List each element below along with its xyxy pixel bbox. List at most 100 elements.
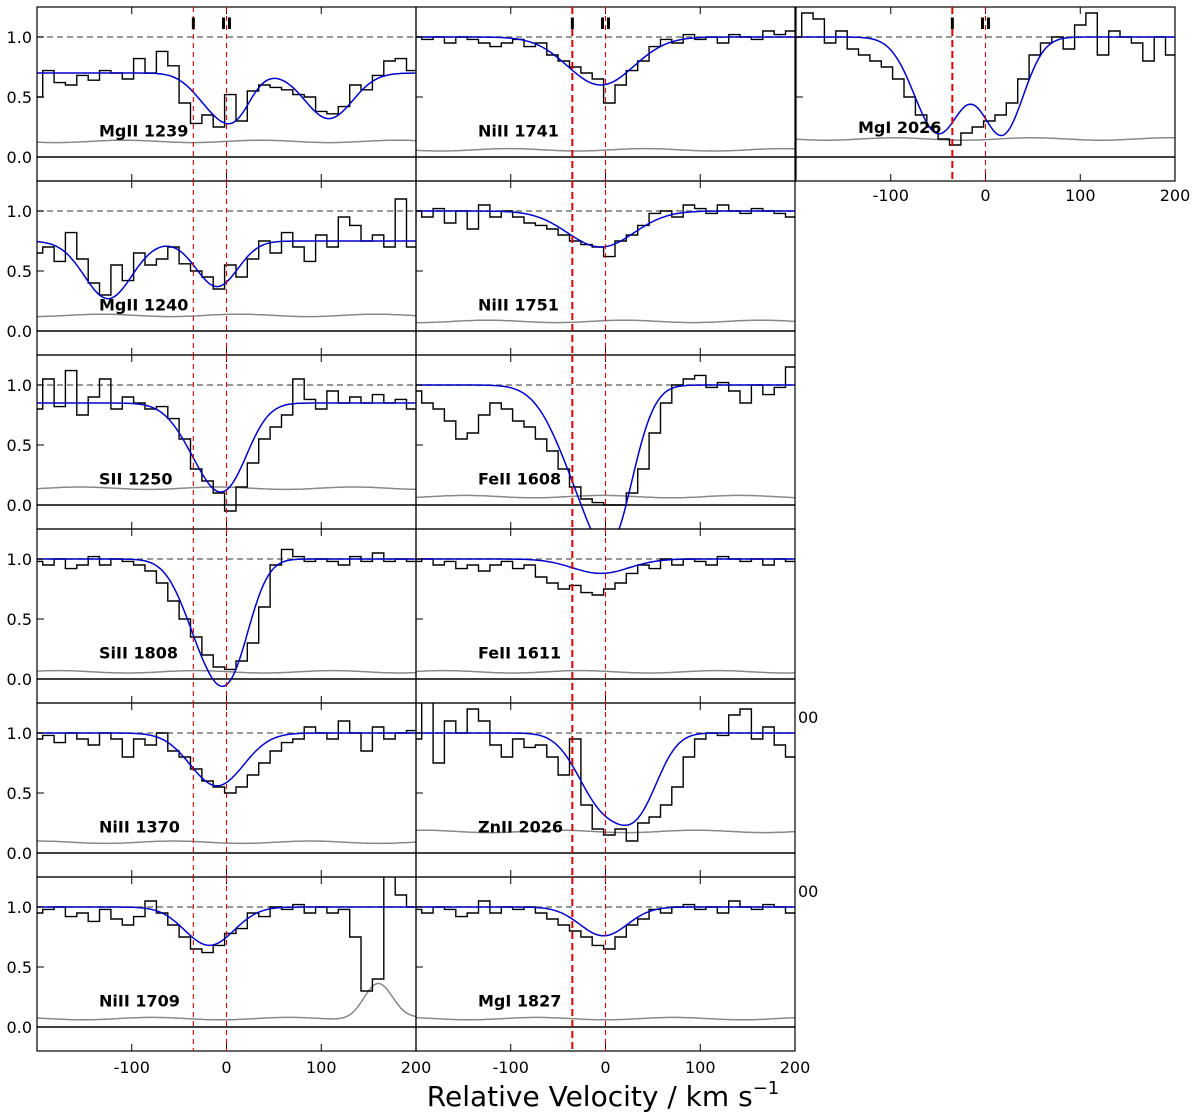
panel-species-label: FeII 1611 bbox=[478, 644, 561, 663]
panel-sii-1250: 0.0 0.5 1.0 SII 1250 bbox=[7, 354, 417, 530]
panel-species-label: MgI 1827 bbox=[478, 992, 561, 1011]
panel-plot-area bbox=[416, 204, 795, 332]
fit-curve bbox=[416, 732, 795, 827]
panel-species-label: NiII 1709 bbox=[99, 992, 180, 1011]
panel-species-label: NiII 1370 bbox=[99, 818, 180, 837]
x-axis-label-text: Relative Velocity / km s bbox=[427, 1080, 753, 1113]
y-tick-label: 0.0 bbox=[7, 670, 32, 689]
panel-species-label: SII 1250 bbox=[99, 470, 173, 489]
x-tick-label: -100 bbox=[873, 186, 909, 205]
panel-plot-area bbox=[37, 369, 416, 512]
flux-histogram bbox=[416, 703, 795, 842]
component-II-label: II bbox=[980, 14, 992, 33]
fit-curve bbox=[37, 906, 416, 947]
flux-histogram bbox=[37, 50, 416, 128]
fit-curve bbox=[416, 36, 795, 86]
y-tick-label: 1.0 bbox=[7, 898, 32, 917]
x-tick-label: 100 bbox=[1065, 186, 1096, 205]
x-tick-label: 200 bbox=[780, 1058, 811, 1077]
x-axis-label-superscript: −1 bbox=[753, 1078, 780, 1099]
error-spectrum bbox=[37, 982, 416, 1021]
error-spectrum bbox=[37, 840, 416, 845]
y-tick-label: 0.5 bbox=[7, 784, 32, 803]
flux-histogram bbox=[416, 30, 795, 104]
flux-histogram bbox=[37, 369, 416, 512]
flux-histogram bbox=[37, 548, 416, 671]
y-tick-label: 1.0 bbox=[7, 724, 32, 743]
x-tick-label: 200 bbox=[1160, 186, 1191, 205]
y-tick-label: 0.5 bbox=[7, 262, 32, 281]
panel-plot-area bbox=[416, 366, 795, 529]
x-tick-label: -100 bbox=[114, 1058, 150, 1077]
x-tick-label: 200 bbox=[401, 1058, 432, 1077]
error-spectrum bbox=[416, 147, 795, 152]
panel-species-label: ZnII 2026 bbox=[478, 818, 563, 837]
y-tick-label: 0.5 bbox=[7, 958, 32, 977]
y-tick-label: 0.5 bbox=[7, 610, 32, 629]
panel-siii-1808: 0.0 0.5 1.0 SiII 1808 bbox=[7, 528, 417, 704]
y-tick-label: 0.0 bbox=[7, 496, 32, 515]
panel-species-label: NiII 1751 bbox=[478, 296, 559, 315]
x-tick-label: 100 bbox=[685, 1058, 716, 1077]
flux-histogram bbox=[416, 900, 795, 950]
error-spectrum bbox=[37, 669, 416, 674]
panel-znii-2026: ZnII 2026 bbox=[415, 702, 796, 878]
y-tick-label: 0.5 bbox=[7, 436, 32, 455]
flux-histogram bbox=[37, 720, 416, 794]
y-tick-label: 1.0 bbox=[7, 28, 32, 47]
panel-mgi-1827: MgI 1827 bbox=[415, 876, 796, 1052]
panel-niii-1709: 0.0 0.5 1.0 NiII 1709 bbox=[7, 876, 417, 1052]
panel-plot-area bbox=[37, 720, 416, 854]
x-tick-label: -100 bbox=[493, 1058, 529, 1077]
y-tick-label: 1.0 bbox=[7, 202, 32, 221]
panel-species-label: NiII 1741 bbox=[478, 122, 559, 141]
x-axis-label: Relative Velocity / km s−1 bbox=[427, 1078, 779, 1113]
panel-species-label: MgII 1240 bbox=[99, 296, 188, 315]
bottom-x-axis: -100 0 100 200 -100 0 100 200 00 00 bbox=[114, 708, 819, 1077]
panel-plot-area bbox=[416, 555, 795, 680]
y-tick-label: 0.0 bbox=[7, 148, 32, 167]
panel-feii-1611: FeII 1611 bbox=[415, 528, 796, 704]
panel-niii-1370: 0.0 0.5 1.0 NiII 1370 bbox=[7, 702, 417, 878]
x-tick-label: 0 bbox=[221, 1058, 231, 1077]
flux-histogram bbox=[416, 204, 795, 258]
y-tick-label: 0.5 bbox=[7, 88, 32, 107]
y-tick-label: 0.0 bbox=[7, 1018, 32, 1037]
panel-species-label: SiII 1808 bbox=[99, 644, 178, 663]
y-tick-label: 0.0 bbox=[7, 844, 32, 863]
error-spectrum bbox=[37, 313, 416, 318]
component-II-label: II bbox=[221, 14, 233, 33]
fit-curve bbox=[416, 558, 795, 575]
y-tick-label: 1.0 bbox=[7, 376, 32, 395]
panel-plot-area bbox=[796, 12, 1175, 158]
panel-species-label: FeII 1608 bbox=[478, 470, 561, 489]
flux-histogram bbox=[796, 12, 1175, 146]
panel-plot-area bbox=[37, 36, 416, 158]
flux-histogram bbox=[416, 366, 795, 506]
overflow-tick-label: 00 bbox=[798, 708, 818, 727]
fit-curve bbox=[37, 72, 416, 125]
x-tick-label: 100 bbox=[306, 1058, 337, 1077]
panel-plot-area bbox=[416, 30, 795, 158]
error-spectrum bbox=[37, 139, 416, 144]
panel-niii-1751: NiII 1751 bbox=[415, 180, 796, 356]
panel-species-label: MgI 2026 bbox=[858, 118, 941, 137]
y-tick-label: 0.0 bbox=[7, 322, 32, 341]
panel-plot-area bbox=[37, 548, 416, 688]
component-II-label: II bbox=[600, 14, 612, 33]
panel-plot-area bbox=[416, 703, 795, 854]
x-tick-label: 0 bbox=[600, 1058, 610, 1077]
fit-curve bbox=[416, 384, 795, 529]
fit-curve bbox=[37, 732, 416, 787]
panel-plot-area bbox=[37, 877, 416, 1028]
error-spectrum bbox=[416, 669, 795, 674]
component-I-label: I bbox=[949, 14, 955, 33]
panel-mgii-1240: 0.0 0.5 1.0 MgII 1240 bbox=[7, 180, 417, 356]
overflow-tick-label: 00 bbox=[798, 882, 818, 901]
error-spectrum bbox=[37, 486, 416, 491]
